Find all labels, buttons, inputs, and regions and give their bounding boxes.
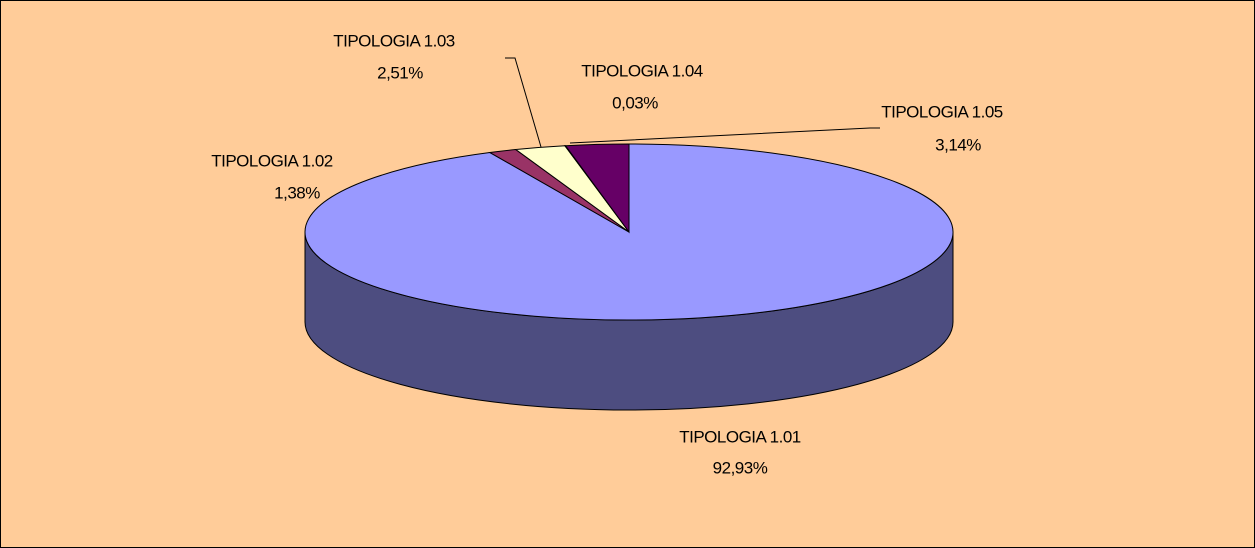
slice-label: TIPOLOGIA 1.02 <box>211 151 333 170</box>
slice-label: TIPOLOGIA 1.03 <box>333 31 455 50</box>
value-label: 3,14% <box>935 135 981 154</box>
value-label: 92,93% <box>713 458 768 477</box>
leader-line <box>505 57 542 148</box>
slice-label: TIPOLOGIA 1.01 <box>679 427 801 446</box>
value-label: 1,38% <box>274 183 320 202</box>
value-label: 0,03% <box>612 93 658 112</box>
slice-label: TIPOLOGIA 1.04 <box>581 61 703 80</box>
leader-line <box>569 127 880 144</box>
slice <box>564 143 630 234</box>
value-label: 2,51% <box>377 63 423 82</box>
slice-label: TIPOLOGIA 1.05 <box>881 102 1003 121</box>
